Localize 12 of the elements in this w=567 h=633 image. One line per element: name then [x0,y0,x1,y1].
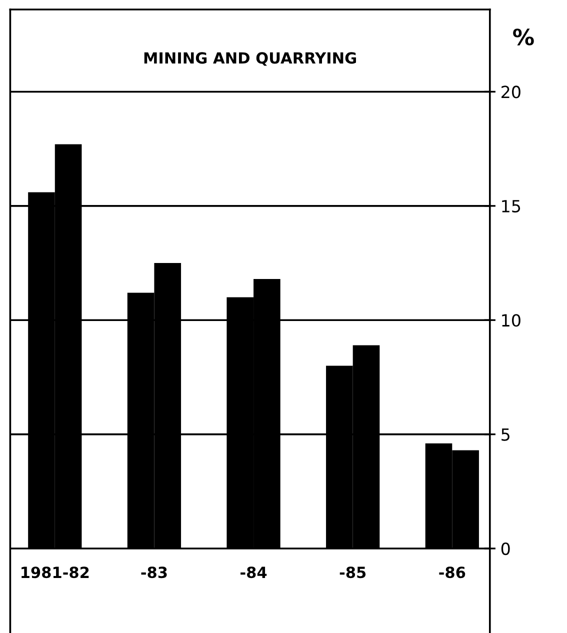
y-tick-label: 0 [501,542,510,556]
y-tick-label: 15 [502,200,520,212]
y-tick-label: 20 [502,86,520,98]
x-tick-label: -86 [439,566,466,578]
text: MINING AND QUARRYING [144,52,356,66]
x-tick-label: 1981-82 [22,566,89,578]
y-tick-label: 10 [502,314,520,327]
y-axis-title: % [513,28,534,46]
x-tick-label: -84 [240,566,267,578]
x-tick-label: -83 [141,566,167,578]
y-tick-label: 5 [502,428,510,441]
x-tick-label: -85 [340,566,366,578]
